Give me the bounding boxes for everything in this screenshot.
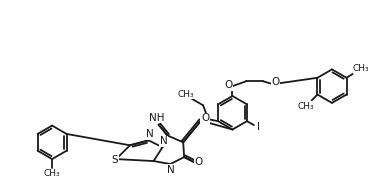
Text: O: O <box>224 80 233 90</box>
Text: CH₃: CH₃ <box>298 102 314 111</box>
Text: CH₃: CH₃ <box>177 90 194 99</box>
Text: NH: NH <box>149 113 164 123</box>
Text: CH₃: CH₃ <box>44 169 60 178</box>
Text: O: O <box>272 77 280 87</box>
Text: N: N <box>160 136 167 146</box>
Text: N: N <box>146 130 154 140</box>
Text: I: I <box>257 122 260 132</box>
Text: O: O <box>201 113 209 123</box>
Text: S: S <box>112 155 118 165</box>
Text: N: N <box>167 165 175 175</box>
Text: O: O <box>195 157 203 167</box>
Text: CH₃: CH₃ <box>353 64 369 73</box>
